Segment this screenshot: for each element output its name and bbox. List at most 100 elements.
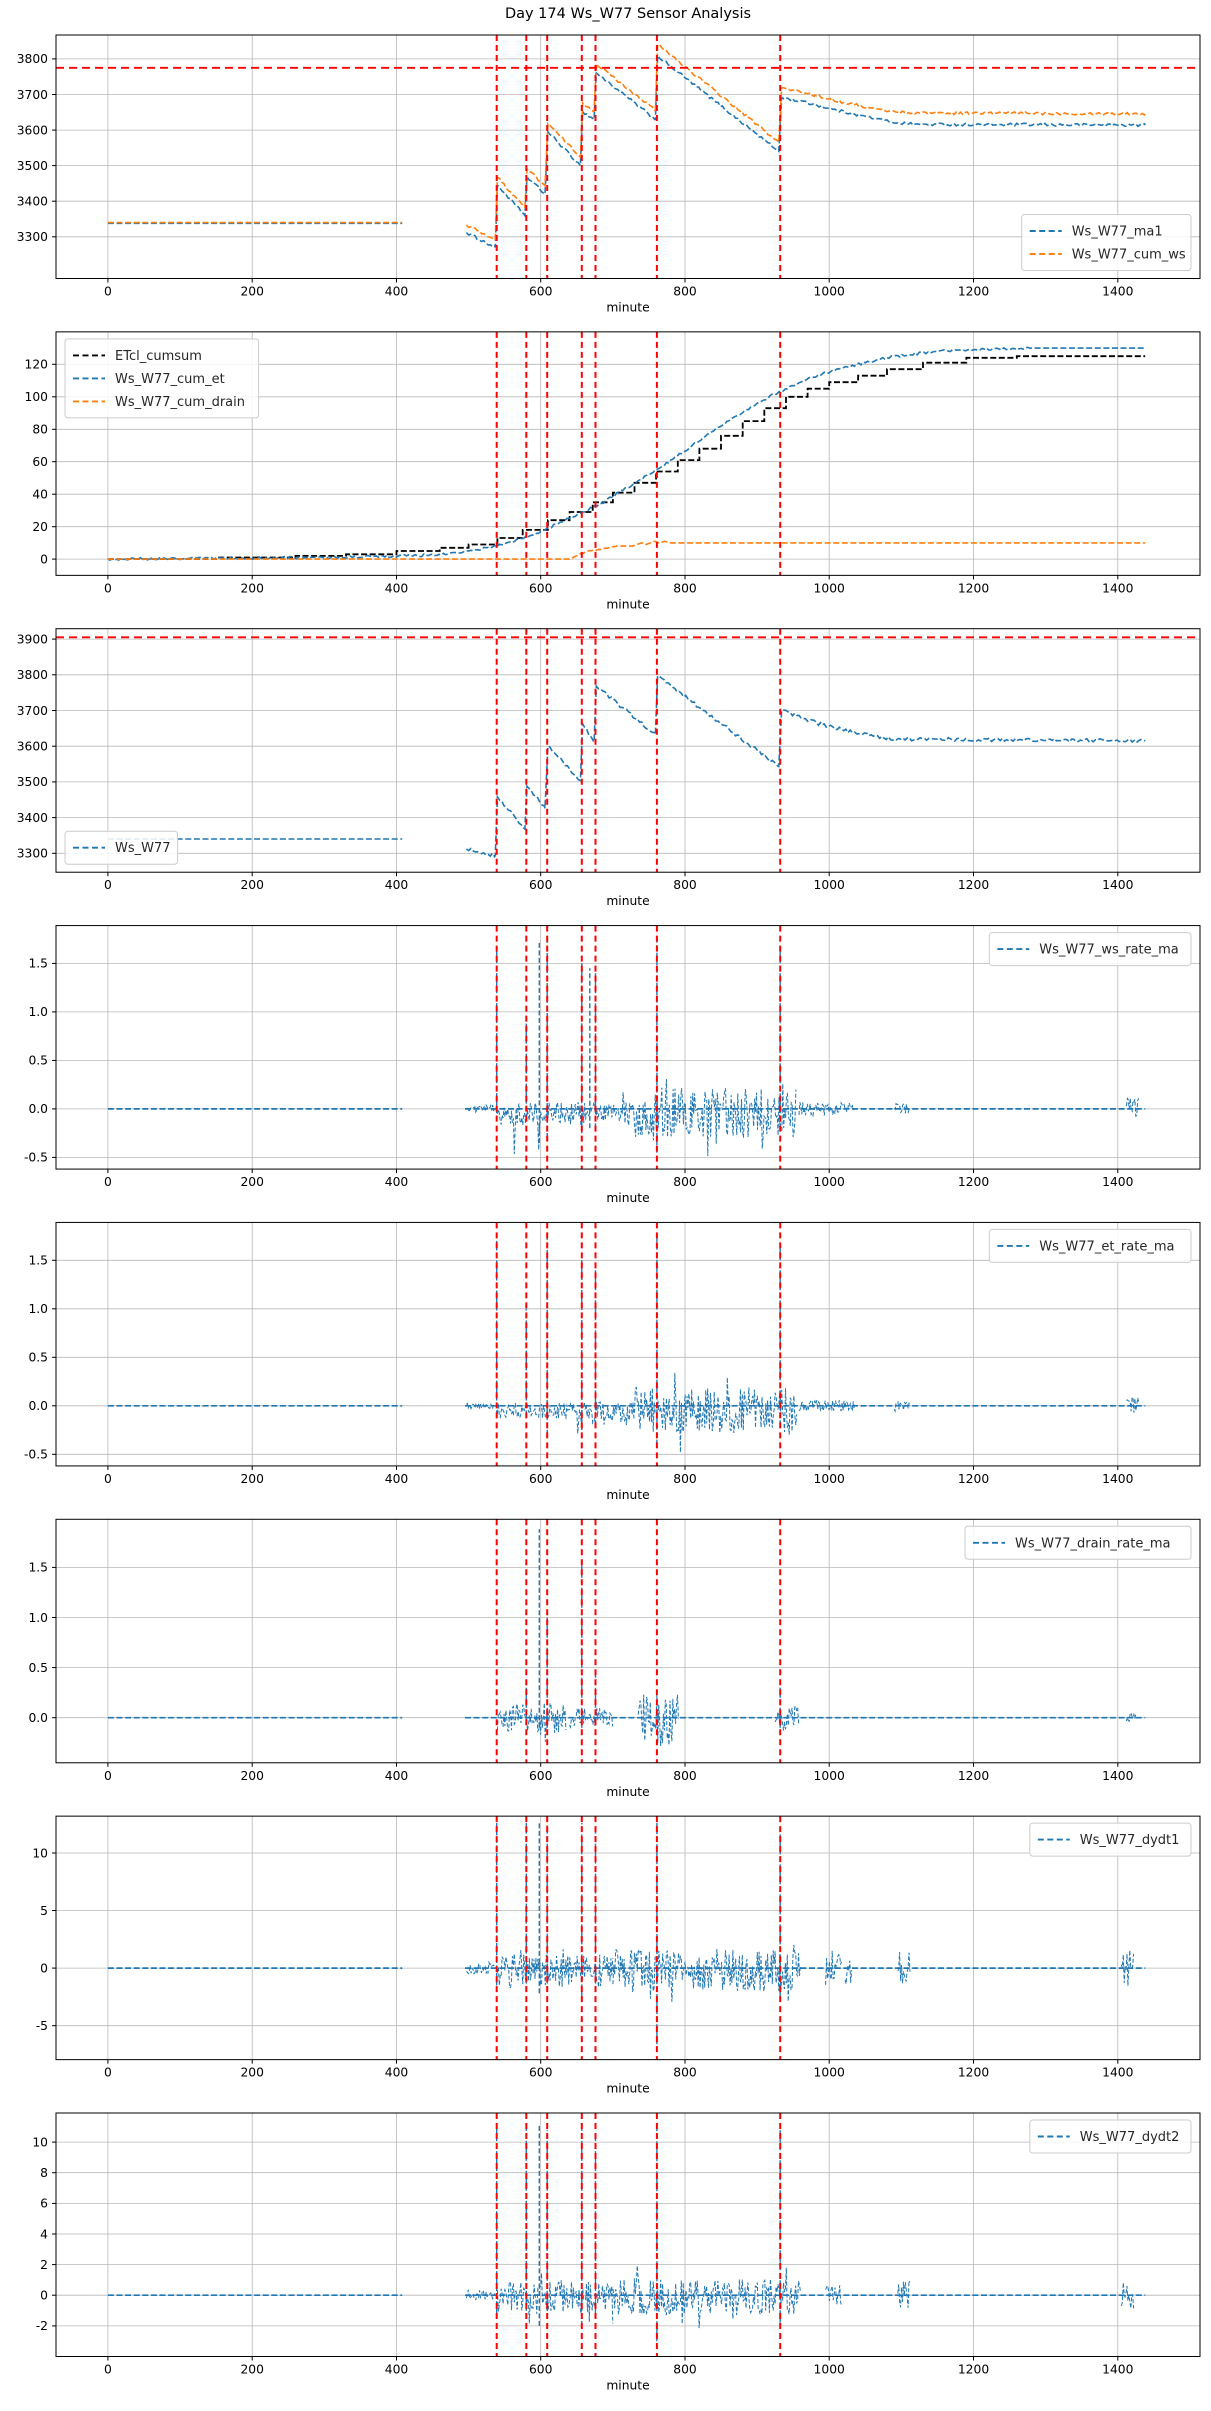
x-tick-label: 1000 [814,2066,845,2080]
noise-burst [612,2265,801,2329]
y-tick-label: 0 [40,2289,48,2303]
x-tick-label: 1200 [958,581,989,595]
noise-burst [630,1079,797,1157]
noise-burst [1126,1396,1140,1413]
x-tick-label: 800 [673,2363,696,2377]
x-tick-label: 400 [385,285,408,299]
axes-frame [55,2112,1201,2357]
x-tick-label: 1400 [1102,581,1133,595]
axes-frame [55,331,1201,576]
legend-label: Ws_W77 [115,841,171,856]
x-tick-label: 1200 [958,1175,989,1189]
x-tick-label: 600 [529,2066,552,2080]
x-axis-label: minute [606,597,649,611]
x-tick-label: 1000 [814,581,845,595]
legend: Ws_W77_dydt1 [1029,1822,1192,1857]
x-tick-label: 800 [673,1472,696,1486]
x-tick-label: 600 [529,878,552,892]
y-tick-label: 2 [40,2258,48,2272]
x-tick-label: 1400 [1102,1472,1133,1486]
x-tick-label: 400 [385,2066,408,2080]
x-tick-label: 200 [240,285,263,299]
noise-burst [496,1092,632,1155]
y-tick-label: 3700 [17,88,48,102]
legend-label: Ws_W77_ws_rate_ma [1039,943,1178,958]
x-tick-label: 1000 [814,2363,845,2377]
y-tick-label: 3500 [17,159,48,173]
noise-burst [825,1950,843,1985]
y-tick-label: 0.5 [28,1351,48,1365]
y-tick-label: 6 [40,2197,48,2211]
noise-burst [496,2272,614,2324]
x-tick-label: 1200 [958,285,989,299]
noise-burst [774,1705,800,1731]
x-tick-label: 1000 [814,1769,845,1783]
y-tick-label: 60 [32,455,48,469]
y-tick-label: 0 [40,1961,48,1975]
y-tick-label: 3900 [17,632,48,646]
noise-burst [1120,2282,1135,2309]
x-tick-label: 0 [104,1472,112,1486]
x-tick-label: 200 [240,1472,263,1486]
legend: Ws_W77_dydt2 [1029,2119,1192,2154]
x-tick-label: 400 [385,581,408,595]
series-Ws_W77 [107,674,1146,859]
x-tick-label: 600 [529,1472,552,1486]
legend-label: Ws_W77_cum_ws [1072,248,1186,263]
noise-burst [897,1951,911,1984]
x-tick-label: 400 [385,1472,408,1486]
y-tick-label: 3300 [17,847,48,861]
axes-frame [55,925,1201,1170]
legend-label: Ws_W77_cum_et [115,372,225,387]
series-Ws_W77_ma1 [107,54,1146,248]
x-axis-label: minute [606,1785,649,1799]
legend-label: Ws_W77_cum_drain [115,395,245,410]
x-tick-label: 1200 [958,2363,989,2377]
y-tick-label: 3600 [17,123,48,137]
x-tick-label: 600 [529,581,552,595]
x-tick-label: 600 [529,2363,552,2377]
x-tick-label: 1000 [814,878,845,892]
noise-burst [1125,1097,1140,1118]
noise-burst [576,1401,635,1434]
noise-burst [844,1960,853,1985]
legend: Ws_W77 [64,830,179,865]
series-Ws_W77_cum_et [107,346,1146,562]
subplot-dydt2: -2 0 2 4 6 8 10 0 200 400 600 800 1000 1200 1400 minute… [32,2112,1201,2393]
y-tick-label: 4 [40,2227,48,2241]
x-tick-label: 1000 [814,285,845,299]
series-Ws_W77_cum_drain [107,540,1146,560]
noise-burst [496,1702,567,1742]
x-tick-label: 1200 [958,1472,989,1486]
x-tick-label: 200 [240,2363,263,2377]
x-tick-label: 800 [673,285,696,299]
y-tick-label: 20 [32,520,48,534]
x-axis-label: minute [606,894,649,908]
x-tick-label: 0 [104,285,112,299]
y-tick-label: 1.0 [28,1302,48,1316]
legend: ETcl_cumsum Ws_W77_cum_et Ws_W77_cum_drain [64,338,260,419]
subplot-ws-rate: -0.5 0.0 0.5 1.0 1.5 0 200 400 600 800 1000 1200 140… [24,925,1201,1205]
y-tick-label: -0.5 [24,1151,48,1165]
noise-burst [1125,1711,1137,1722]
axes-frame [55,1221,1201,1467]
x-axis-label: minute [606,1191,649,1205]
legend-label: ETcl_cumsum [115,349,202,364]
x-axis-label: minute [606,2379,649,2393]
x-tick-label: 0 [104,581,112,595]
legend-label: Ws_W77_drain_rate_ma [1015,1536,1170,1551]
y-tick-label: 3400 [17,195,48,209]
noise-burst [569,1708,614,1730]
x-axis-label: minute [606,301,649,315]
subplot-drain-rate: 0.0 0.5 1.0 1.5 0 200 400 600 800 1000 1200 1400 min… [28,1518,1201,1799]
x-tick-label: 200 [240,1175,263,1189]
x-tick-label: 1000 [814,1472,845,1486]
noise-burst [637,1691,679,1747]
legend: Ws_W77_et_rate_ma [988,1228,1192,1263]
y-tick-label: 0.5 [28,1054,48,1068]
noise-burst [825,2284,843,2306]
x-tick-label: 400 [385,1769,408,1783]
y-tick-label: 0.0 [28,1711,48,1725]
y-tick-label: 3800 [17,52,48,66]
